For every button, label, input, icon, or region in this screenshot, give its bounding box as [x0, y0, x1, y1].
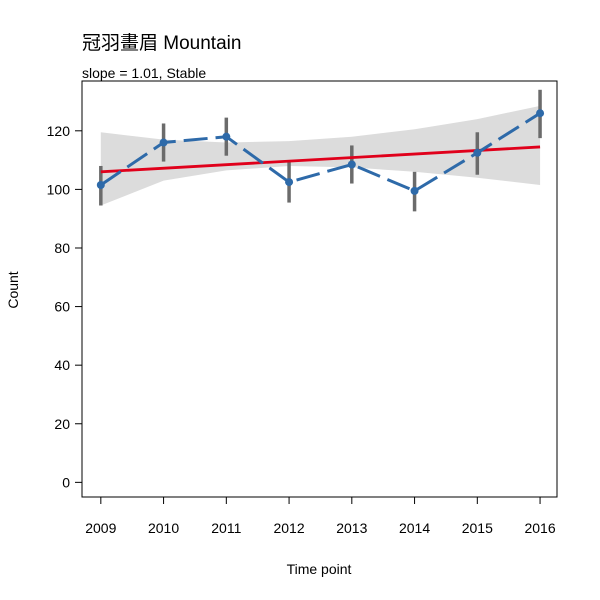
data-point	[159, 138, 168, 147]
data-point	[347, 160, 356, 169]
data-point	[96, 181, 105, 189]
y-tick-label: 80	[54, 240, 70, 256]
y-axis-title: Count	[5, 271, 21, 308]
series-line	[99, 111, 541, 193]
chart-subtitle: slope = 1.01, Stable	[82, 65, 206, 81]
y-tick-label: 120	[47, 123, 71, 139]
x-axis-title: Time point	[287, 561, 352, 577]
x-tick-label: 2015	[462, 520, 493, 536]
x-tick-label: 2013	[336, 520, 367, 536]
y-tick-label: 100	[47, 181, 71, 197]
data-point	[410, 186, 419, 195]
data-point	[222, 132, 231, 141]
x-tick-label: 2012	[273, 520, 304, 536]
y-tick-label: 0	[62, 474, 70, 490]
data-point	[473, 148, 482, 157]
x-tick-label: 2011	[211, 520, 241, 536]
trend-line	[100, 145, 541, 174]
plot-area: 0 20 40 60 80 100 120 2009 2010 2011 2012 2013 2014 2…	[47, 80, 558, 536]
y-tick-label: 40	[54, 357, 70, 373]
y-tick-label: 60	[54, 299, 70, 315]
chart-title: 冠羽畫眉 Mountain	[82, 32, 241, 54]
data-point	[285, 178, 294, 187]
x-tick-label: 2009	[85, 520, 116, 536]
data-point	[536, 109, 545, 118]
plot-frame	[81, 80, 558, 498]
x-tick-label: 2014	[399, 520, 430, 536]
confidence-band	[100, 105, 541, 206]
y-tick-label: 20	[54, 416, 70, 432]
x-tick-label: 2016	[524, 520, 555, 536]
x-tick-label: 2010	[148, 520, 179, 536]
